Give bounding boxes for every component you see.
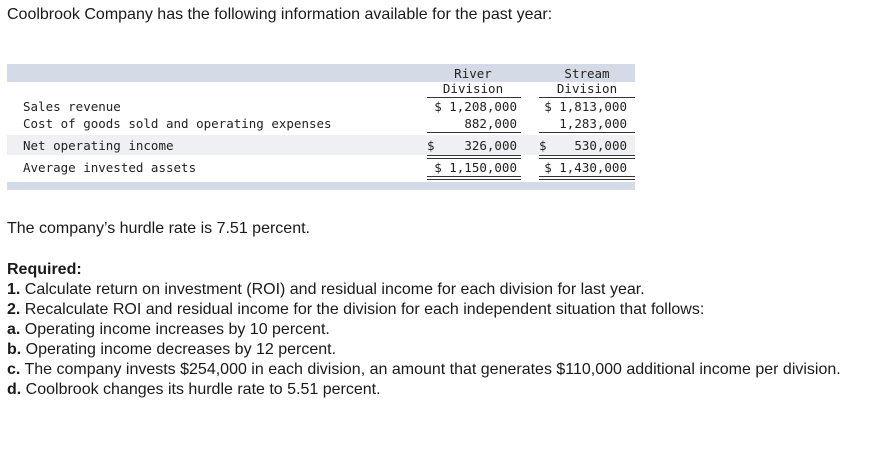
row-label-noi: Net operating income xyxy=(23,138,174,153)
stream-assets-double-underline xyxy=(539,176,635,180)
required-heading: Required: xyxy=(7,261,82,278)
stream-header-line1: Stream xyxy=(564,66,610,81)
river-sales: $ 1,208,000 xyxy=(434,99,517,114)
row-label-assets: Average invested assets xyxy=(23,160,197,175)
stream-header-underline xyxy=(539,97,635,98)
river-cogs: 882,000 xyxy=(464,116,517,131)
stream-cogs: 1,283,000 xyxy=(559,116,627,131)
row-shade-noi xyxy=(7,135,635,155)
stream-assets: $ 1,430,000 xyxy=(544,160,627,175)
table-header-band xyxy=(7,64,635,82)
required-item-b: b. Operating income decreases by 12 perc… xyxy=(7,340,872,360)
river-header-line2: Division xyxy=(442,81,504,96)
required-item-c: c. The company invests $254,000 in each … xyxy=(7,360,872,380)
item-text: Calculate return on investment (ROI) and… xyxy=(20,281,645,298)
stream-noi-double-underline xyxy=(539,155,635,159)
required-item-d: d. Coolbrook changes its hurdle rate to … xyxy=(7,380,872,400)
required-item-a: a. Operating income increases by 10 perc… xyxy=(7,320,872,340)
river-header-underline xyxy=(427,97,521,98)
river-assets-double-underline xyxy=(427,176,521,180)
row-label-sales: Sales revenue xyxy=(23,99,121,114)
stream-sales: $ 1,813,000 xyxy=(544,99,627,114)
item-text: The company invests $254,000 in each div… xyxy=(20,361,841,378)
table-footer-band xyxy=(7,182,635,190)
item-number: a. xyxy=(7,321,21,338)
item-number: 1. xyxy=(7,281,21,298)
river-header-line1: River xyxy=(454,66,492,81)
stream-noi-sign: $ xyxy=(539,138,547,153)
item-number: d. xyxy=(7,381,22,398)
stream-header-line2: Division xyxy=(556,81,618,96)
item-number: c. xyxy=(7,361,21,378)
row-label-cogs: Cost of goods sold and operating expense… xyxy=(23,116,332,131)
river-noi-sign: $ xyxy=(427,138,435,153)
river-assets: $ 1,150,000 xyxy=(434,160,517,175)
item-number: b. xyxy=(7,341,22,358)
financial-table: River Division Stream Division Sales rev… xyxy=(7,64,635,190)
intro-text: Coolbrook Company has the following info… xyxy=(7,6,553,23)
required-item-1: 1. Calculate return on investment (ROI) … xyxy=(7,280,872,300)
item-text: Operating income decreases by 12 percent… xyxy=(21,341,337,358)
item-text: Recalculate ROI and residual income for … xyxy=(20,301,705,318)
stream-noi: 530,000 xyxy=(574,138,627,153)
item-text: Operating income increases by 10 percent… xyxy=(20,321,330,338)
item-number: 2. xyxy=(7,301,21,318)
river-cogs-underline xyxy=(427,132,521,133)
required-section: Required: 1. Calculate return on investm… xyxy=(7,260,872,400)
hurdle-rate-text: The company’s hurdle rate is 7.51 percen… xyxy=(7,220,310,237)
stream-cogs-underline xyxy=(539,132,635,133)
required-item-2: 2. Recalculate ROI and residual income f… xyxy=(7,300,872,320)
river-noi: 326,000 xyxy=(464,138,517,153)
river-noi-double-underline xyxy=(427,155,521,159)
item-text: Coolbrook changes its hurdle rate to 5.5… xyxy=(21,381,381,398)
